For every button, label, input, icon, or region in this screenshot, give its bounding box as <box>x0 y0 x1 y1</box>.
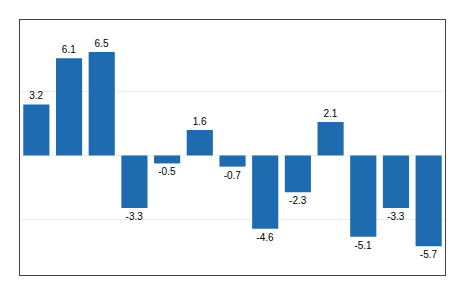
svg-text:6.1: 6.1 <box>62 44 76 55</box>
svg-text:-5.1: -5.1 <box>354 240 372 251</box>
svg-text:-2.3: -2.3 <box>289 195 307 206</box>
svg-text:-5.7: -5.7 <box>420 249 438 260</box>
svg-text:-3.3: -3.3 <box>387 211 405 222</box>
svg-text:2.1: 2.1 <box>323 108 337 119</box>
svg-text:-4.6: -4.6 <box>256 232 274 243</box>
svg-text:1.6: 1.6 <box>193 116 207 127</box>
svg-text:3.2: 3.2 <box>29 90 43 101</box>
svg-text:-0.5: -0.5 <box>158 166 176 177</box>
svg-text:6.5: 6.5 <box>95 38 109 49</box>
svg-text:-3.3: -3.3 <box>126 211 144 222</box>
svg-text:-0.7: -0.7 <box>224 170 242 181</box>
